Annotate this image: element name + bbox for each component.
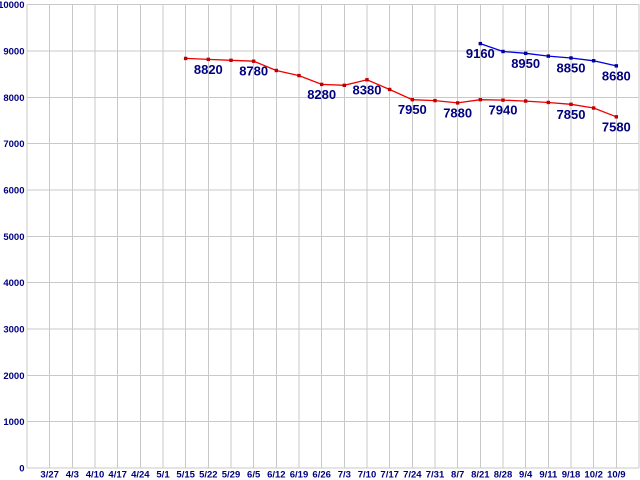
data-point-marker [229, 58, 233, 62]
x-tick-label: 7/17 [380, 470, 399, 480]
y-tick-label: 10000 [0, 0, 25, 11]
blue-series-value-labels: 9160 8950 8850 8680 [466, 46, 631, 83]
red-series-value-labels: 8820 8780 8280 8380 7950 7880 7940 7850 7580 [194, 62, 631, 134]
data-point-marker [591, 59, 596, 63]
x-tick-label: 6/26 [312, 470, 331, 480]
red-series: 8820 8780 8280 8380 7950 7880 7940 7850 7580 [183, 56, 631, 134]
y-tick-label: 5000 [3, 232, 24, 243]
data-point-marker [319, 82, 324, 87]
x-tick-label: 6/19 [290, 470, 309, 480]
data-point-marker [387, 87, 392, 92]
data-point-marker [501, 49, 505, 54]
value-label: 8950 [511, 56, 540, 71]
x-tick-label: 4/17 [108, 470, 127, 480]
red-series-line [185, 57, 617, 118]
data-point-marker [433, 98, 437, 103]
value-label: 8680 [602, 68, 631, 83]
data-point-marker [591, 106, 596, 110]
x-tick-label: 4/3 [66, 470, 79, 480]
y-tick-label: 2000 [3, 371, 24, 382]
x-tick-label: 5/15 [176, 470, 195, 480]
x-tick-label: 4/10 [86, 470, 105, 480]
data-point-marker [569, 102, 573, 107]
value-label: 9160 [466, 46, 495, 61]
blue-series: 9160 8950 8850 8680 [466, 41, 631, 83]
x-tick-label: 3/27 [40, 470, 59, 480]
y-tick-label: 1000 [3, 417, 24, 428]
data-point-marker [297, 73, 301, 78]
x-tick-label: 8/28 [494, 470, 513, 480]
x-tick-label: 8/21 [471, 470, 490, 480]
value-label: 8380 [353, 82, 382, 97]
x-tick-label: 10/9 [607, 470, 626, 480]
value-label: 7850 [557, 107, 586, 122]
data-point-marker [478, 97, 483, 102]
data-point-marker [614, 115, 619, 119]
data-point-marker [274, 68, 279, 73]
x-tick-label: 7/3 [338, 470, 351, 480]
data-point-marker [523, 99, 528, 103]
y-tick-label: 6000 [3, 186, 24, 197]
data-point-marker [183, 56, 188, 61]
data-point-marker [478, 41, 483, 46]
x-tick-label: 5/29 [222, 470, 241, 480]
data-point-marker [546, 100, 551, 105]
data-point-marker [546, 54, 551, 58]
value-label: 8820 [194, 62, 223, 77]
value-label: 7940 [489, 103, 518, 118]
x-tick-label: 6/5 [247, 470, 261, 480]
value-label: 7880 [443, 105, 472, 120]
y-tick-label: 9000 [3, 47, 24, 58]
y-axis-labels: 0 1000 2000 3000 4000 5000 6000 7000 8000 9000 100… [0, 0, 25, 474]
data-point-marker [251, 59, 256, 63]
x-tick-label: 10/2 [584, 470, 603, 480]
data-point-marker [206, 57, 211, 62]
x-tick-label: 9/18 [562, 470, 581, 480]
x-tick-label: 9/4 [519, 470, 533, 480]
y-tick-label: 3000 [3, 325, 24, 336]
data-point-marker [614, 64, 619, 68]
value-label: 8280 [307, 87, 336, 102]
gridlines [26, 4, 640, 469]
data-point-marker [410, 97, 415, 102]
x-axis-labels: 3/27 4/3 4/10 4/17 4/24 5/1 5/15 5/22 5/29 6/5 6/1… [40, 470, 625, 480]
value-label: 8780 [239, 64, 268, 79]
x-tick-label: 7/10 [358, 470, 377, 480]
y-tick-label: 8000 [3, 93, 24, 104]
value-label: 7580 [602, 119, 631, 134]
y-tick-label: 7000 [3, 139, 24, 150]
data-point-marker [523, 51, 528, 56]
data-point-marker [501, 98, 505, 102]
x-tick-label: 7/31 [426, 470, 445, 480]
x-tick-label: 5/1 [156, 470, 170, 480]
y-tick-label: 0 [19, 464, 24, 475]
y-tick-label: 4000 [3, 278, 24, 289]
value-label: 7950 [398, 102, 427, 117]
x-tick-label: 7/24 [403, 470, 422, 480]
data-point-marker [342, 83, 347, 88]
x-tick-label: 8/7 [451, 470, 464, 480]
x-tick-label: 6/12 [267, 470, 286, 480]
data-point-marker [455, 101, 460, 105]
value-label: 8850 [557, 60, 586, 75]
x-tick-label: 9/11 [539, 470, 558, 480]
data-point-marker [569, 56, 573, 60]
data-point-marker [365, 78, 369, 82]
x-tick-label: 4/24 [131, 470, 150, 480]
x-tick-label: 5/22 [199, 470, 218, 480]
